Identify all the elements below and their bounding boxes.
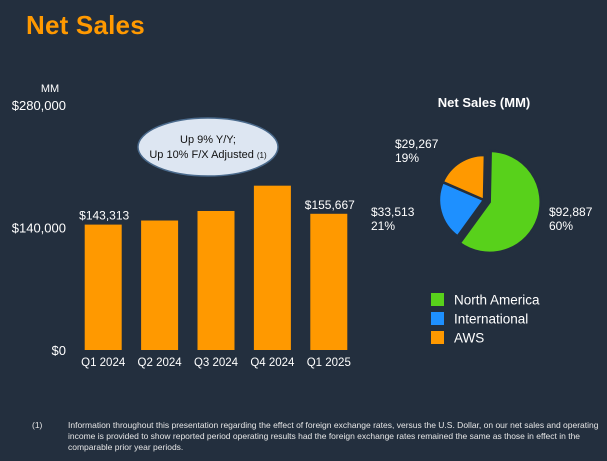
pie-value-label: $29,267 <box>395 137 439 151</box>
bar-value-label: $143,313 <box>79 209 129 223</box>
pie-percent-label: 60% <box>549 219 573 233</box>
y-tick-label: $0 <box>52 343 66 358</box>
y-tick-label: $280,000 <box>12 98 66 113</box>
annotation-bubble <box>137 117 279 177</box>
bar-series <box>84 185 348 350</box>
bar-value-label: $155,667 <box>305 198 355 212</box>
pie-title: Net Sales (MM) <box>438 95 530 110</box>
x-tick-label: Q4 2024 <box>250 357 295 369</box>
pie-slice <box>457 149 542 255</box>
pie-value-label: $92,887 <box>549 205 593 219</box>
footnote-text: Information throughout this presentation… <box>68 420 599 452</box>
annotation-footnote-ref: (1) <box>257 151 267 160</box>
annotation-line-1: Up 9% Y/Y; <box>180 134 236 146</box>
legend-swatch <box>431 312 444 325</box>
y-axis-ticks: $0 $140,000 $280,000 <box>12 98 66 358</box>
legend-label: International <box>454 312 528 327</box>
bar <box>197 210 235 350</box>
footnote-number: (1) <box>32 420 43 430</box>
pie-slice <box>441 153 487 202</box>
legend-label: North America <box>454 293 540 308</box>
bar-data-labels: $143,313 $155,667 <box>79 198 355 223</box>
page-title: Net Sales <box>26 10 145 40</box>
bar <box>253 185 291 350</box>
y-axis-unit-label: MM <box>41 83 59 95</box>
growth-annotation: Up 9% Y/Y; Up 10% F/X Adjusted (1) <box>137 117 279 177</box>
x-tick-label: Q1 2024 <box>81 357 126 369</box>
annotation-line-2-text: Up 10% F/X Adjusted <box>149 149 254 161</box>
annotation-line-2: Up 10% F/X Adjusted (1) <box>149 149 267 161</box>
x-axis-labels: Q1 2024 Q2 2024 Q3 2024 Q4 2024 Q1 2025 <box>81 357 351 369</box>
x-tick-label: Q1 2025 <box>307 357 351 369</box>
legend-swatch <box>431 293 444 306</box>
pie-percent-label: 21% <box>371 219 395 233</box>
pie-slices <box>437 149 542 255</box>
bar <box>141 220 179 350</box>
pie-legend: North America International AWS <box>431 293 540 346</box>
pie-value-label: $33,513 <box>371 205 415 219</box>
x-tick-label: Q2 2024 <box>138 357 183 369</box>
legend-swatch <box>431 331 444 344</box>
pie-percent-label: 19% <box>395 151 419 165</box>
bar <box>310 213 348 350</box>
bar <box>84 224 122 350</box>
y-tick-label: $140,000 <box>12 221 66 236</box>
legend-label: AWS <box>454 331 484 346</box>
x-tick-label: Q3 2024 <box>194 357 239 369</box>
